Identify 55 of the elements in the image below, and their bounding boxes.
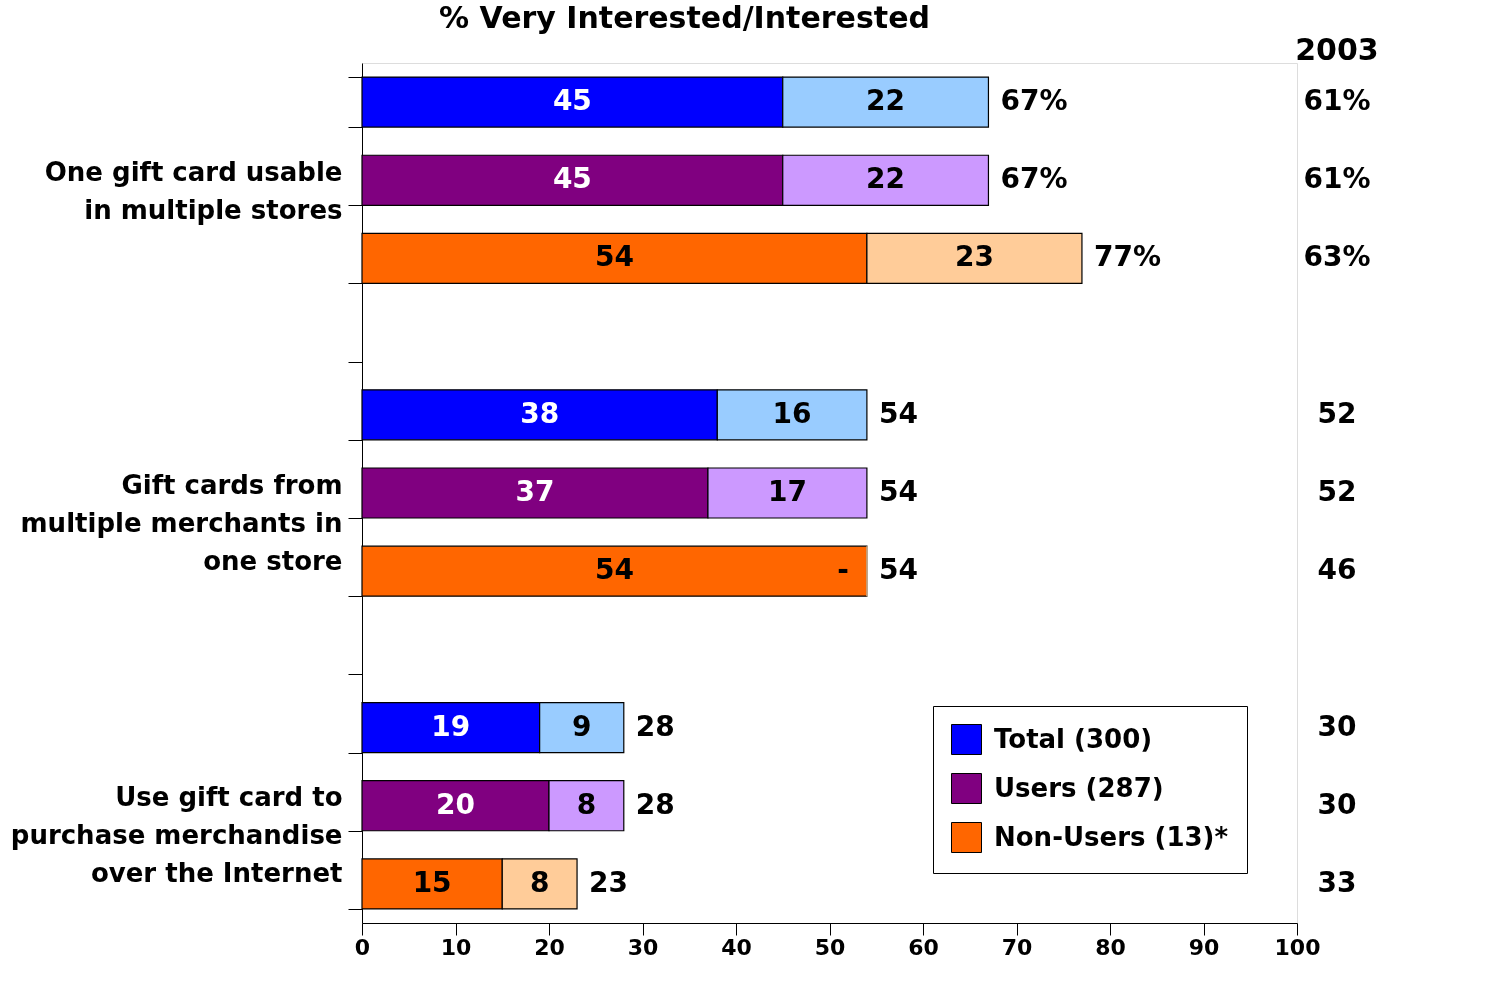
x-tick-label: 10 <box>440 934 472 960</box>
x-tick-label: 60 <box>908 934 939 960</box>
y-tick-label: One gift card usable in multiple stores <box>44 156 343 225</box>
y-tick-label: Gift cards from multiple merchants in one store <box>20 469 343 576</box>
total-label: 77% <box>1093 240 1161 274</box>
data-label: 38 <box>520 396 560 430</box>
data-label: 9 <box>571 709 592 743</box>
data-label: 22 <box>866 84 906 118</box>
legend-label: Total (300) <box>994 723 1153 754</box>
data-label: 17 <box>767 475 807 508</box>
legend-label: Non-Users (13)* <box>994 821 1229 852</box>
data-label: - <box>837 553 849 587</box>
text: 61% <box>1303 84 1371 118</box>
data-label: 15 <box>412 865 452 899</box>
data-label: 16 <box>772 396 812 430</box>
text: 30 <box>1317 709 1357 743</box>
annotation: 2003 <box>1295 32 1379 67</box>
text: 63% <box>1303 240 1371 274</box>
total-label: 28 <box>635 709 675 743</box>
data-label: 37 <box>515 475 555 508</box>
x-tick-label: 50 <box>814 934 846 960</box>
x-tick-label: 0 <box>354 934 371 960</box>
total-label: 67% <box>1000 162 1068 196</box>
x-tick-label: 100 <box>1274 934 1321 960</box>
data-label: 54 <box>594 553 634 587</box>
text: 46 <box>1317 553 1357 587</box>
total-label: 54 <box>878 553 918 587</box>
total-label: 67% <box>1000 84 1068 118</box>
x-tick-label: 80 <box>1095 934 1126 960</box>
total-label: 54 <box>878 475 918 508</box>
text: 52 <box>1317 475 1357 508</box>
text: 33 <box>1317 865 1357 899</box>
x-tick-label: 30 <box>627 934 659 960</box>
text: 52 <box>1317 396 1357 430</box>
x-tick-label: 40 <box>721 934 752 960</box>
total-label: 28 <box>635 787 675 821</box>
data-label: 45 <box>552 162 592 196</box>
data-label: 8 <box>529 865 550 899</box>
data-label: 23 <box>954 240 994 274</box>
chart-title: % Very Interested/Interested <box>439 0 930 35</box>
x-tick-label: 70 <box>1001 934 1033 960</box>
text: 30 <box>1317 787 1357 821</box>
total-label: 54 <box>878 396 918 430</box>
data-label: 45 <box>552 84 592 118</box>
data-label: 20 <box>436 787 475 821</box>
text: 61% <box>1303 162 1371 196</box>
data-label: 8 <box>576 787 597 821</box>
data-label: 22 <box>866 162 906 196</box>
x-tick-label: 90 <box>1188 934 1220 960</box>
y-tick-label: Use gift card to purchase merchandise over the Internet <box>10 782 343 889</box>
x-tick-label: 20 <box>534 934 565 960</box>
data-label: 19 <box>431 709 471 743</box>
legend-label: Users (287) <box>994 772 1164 803</box>
total-label: 23 <box>589 865 629 899</box>
data-label: 54 <box>594 240 634 274</box>
